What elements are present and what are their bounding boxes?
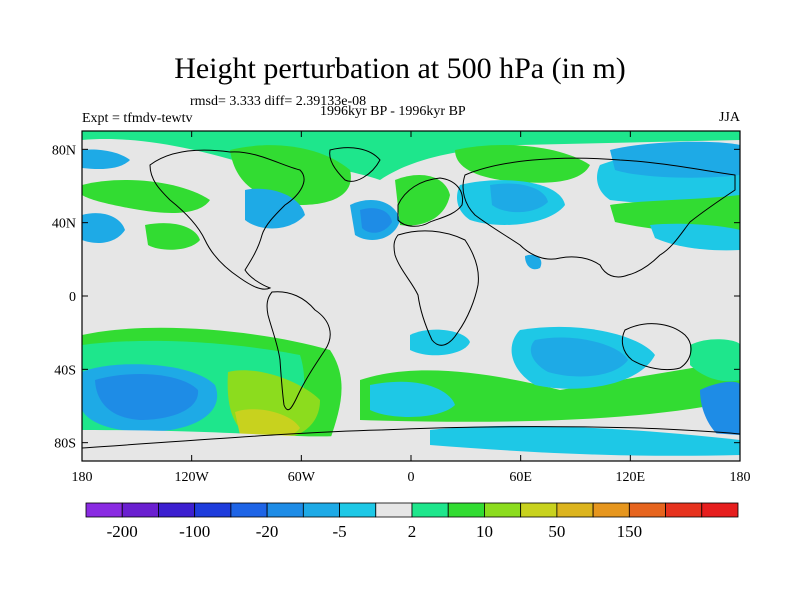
coastline-greenland	[329, 147, 381, 182]
contour-fill-layer	[82, 131, 740, 461]
colorbar-swatch	[520, 502, 558, 518]
colorbar-label: 2	[408, 522, 417, 541]
coastline-asia	[462, 157, 736, 278]
lon-tick-label: 180	[730, 470, 751, 485]
lon-tick-label: 0	[408, 470, 415, 485]
colorbar-swatch	[375, 502, 413, 518]
colorbar-swatch	[556, 502, 594, 518]
colorbar-swatch	[411, 502, 449, 518]
colorbar-swatch	[701, 502, 739, 518]
colorbar-swatch	[302, 502, 340, 518]
coastline-africa	[393, 230, 479, 346]
coastline-north-america	[149, 149, 305, 290]
coastline-antarctica	[82, 426, 740, 449]
colorbar: -200 -100 -20 -5 2 10 50 150	[85, 502, 739, 541]
coastline-europe	[397, 177, 464, 227]
lat-tick-label: 80S	[54, 437, 76, 452]
lat-tick-label: 40N	[52, 217, 76, 232]
colorbar-swatch	[121, 502, 159, 518]
colorbar-label: -5	[332, 522, 346, 541]
colorbar-label: 50	[548, 522, 565, 541]
colorbar-label: -100	[179, 522, 210, 541]
colorbar-swatch	[484, 502, 522, 518]
colorbar-label: -20	[256, 522, 279, 541]
colorbar-label: 10	[476, 522, 493, 541]
colorbar-label: -200	[107, 522, 138, 541]
season-label: JJA	[718, 110, 740, 125]
lon-tick-label: 60E	[509, 470, 532, 485]
colorbar-swatch	[665, 502, 703, 518]
colorbar-swatch	[230, 502, 268, 518]
experiment-label: Expt = tfmdv-tewtv	[82, 111, 193, 126]
latitude-axis: 80N 40N 0 40S 80S	[52, 143, 740, 452]
lat-tick-label: 80N	[52, 143, 76, 158]
colorbar-swatch	[447, 502, 485, 518]
colorbar-swatch	[628, 502, 666, 518]
chart-title: Height perturbation at 500 hPa (in m)	[174, 52, 626, 85]
lon-tick-label: 60W	[288, 470, 316, 485]
colorbar-swatch	[194, 502, 232, 518]
lat-tick-label: 0	[69, 290, 76, 305]
coastline-australia	[621, 323, 692, 371]
colorbar-swatch	[158, 502, 196, 518]
longitude-axis: 180 120W 60W 0 60E 120E 180	[72, 131, 751, 485]
colorbar-label: 150	[617, 522, 643, 541]
colorbar-swatch	[592, 502, 630, 518]
stats-line: rmsd= 3.333 diff= 2.39133e-08	[190, 94, 367, 109]
coastline-south-america	[266, 291, 331, 411]
lon-tick-label: 180	[72, 470, 93, 485]
colorbar-swatch	[266, 502, 304, 518]
colorbar-swatch	[85, 502, 123, 518]
period-label: 1996kyr BP - 1996kyr BP	[320, 104, 466, 119]
colorbar-swatch	[339, 502, 377, 518]
lon-tick-label: 120W	[175, 470, 210, 485]
coastlines	[82, 147, 740, 449]
lon-tick-label: 120E	[616, 470, 646, 485]
lat-tick-label: 40S	[54, 363, 76, 378]
